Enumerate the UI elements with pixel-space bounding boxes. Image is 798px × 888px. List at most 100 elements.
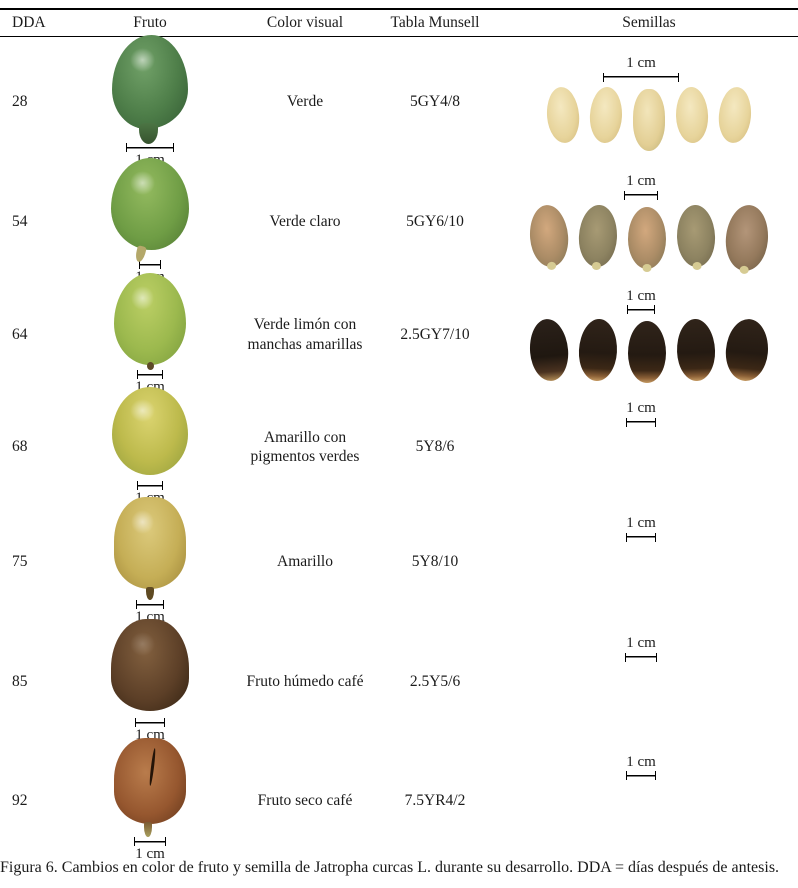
seed: [725, 545, 768, 610]
seeds-cell: 1 cm: [500, 754, 798, 847]
seeds-photo: [527, 317, 771, 384]
scale-bar: [139, 259, 161, 269]
seed: [678, 784, 718, 847]
seed: [579, 431, 620, 495]
seeds-photo: [532, 547, 766, 609]
munsell-cell: 7.5YR4/2: [404, 791, 466, 809]
seed-scale: 1 cm: [624, 173, 658, 200]
seed: [588, 85, 624, 144]
scale-bar: [626, 305, 655, 315]
caption-suffix: L. durante su desarrollo. DDA = días des…: [413, 859, 780, 876]
fruit-cell: 1 cm: [60, 157, 240, 286]
table-header-row: DDA Fruto Color visual Tabla Munsell Sem…: [0, 10, 798, 37]
scale-bar: [126, 142, 174, 152]
scale-bar: [135, 718, 165, 728]
table-row: 92 1 cm Fruto seco café 7.5YR4/2 1 cm: [0, 737, 798, 862]
seeds-photo: [532, 785, 766, 847]
seeds-cell: 1 cm: [500, 635, 798, 728]
scale-bar-label: 1 cm: [135, 845, 165, 862]
color-visual-cell: Verde claro: [240, 212, 370, 231]
dda-value: 75: [12, 553, 28, 570]
seed-scale: 1 cm: [626, 753, 656, 781]
seeds-cell: 1 cm: [500, 515, 798, 608]
scale-bar: [624, 190, 658, 200]
munsell-cell: 5Y8/6: [415, 438, 455, 455]
seed: [579, 784, 620, 848]
header-semillas: Semillas: [622, 14, 676, 31]
seed-scale: 1 cm: [603, 55, 679, 82]
seeds-photo: [532, 432, 766, 494]
color-visual-cell: Amarillo: [240, 552, 370, 571]
color-visual-text: Fruto húmedo café: [246, 673, 364, 691]
seed: [628, 321, 666, 384]
figure-caption: Figura 6. Cambios en color de fruto y se…: [0, 859, 798, 877]
munsell-cell: 5Y8/10: [411, 553, 459, 570]
scale-bar: [625, 652, 657, 662]
color-visual-cell: Verde: [240, 92, 370, 111]
color-visual-text: Verde limón con manchas amarillas: [247, 316, 363, 353]
seed: [725, 784, 768, 849]
seed: [577, 318, 619, 383]
dda-value: 54: [12, 213, 28, 230]
scale-bar-label: 1 cm: [626, 753, 656, 770]
header-dda: DDA: [12, 14, 46, 31]
seed: [630, 787, 668, 849]
fruit-photo: [114, 737, 186, 837]
color-visual-text: Fruto seco café: [257, 791, 353, 809]
seeds-photo: [544, 85, 754, 151]
seed: [529, 545, 572, 610]
color-visual-text: Amarillo con pigmentos verdes: [250, 428, 360, 465]
scale-bar: [137, 480, 163, 490]
seed: [678, 546, 718, 609]
scale-bar: [626, 532, 656, 542]
seed: [529, 784, 572, 849]
fruit-cell: 1 cm: [60, 272, 240, 396]
seed: [716, 85, 754, 144]
seed: [675, 203, 717, 268]
fruit-cell: 1 cm: [60, 619, 240, 744]
seed: [527, 317, 571, 383]
scale-bar: [136, 600, 164, 610]
color-visual-cell: Verde limón con manchas amarillas: [240, 315, 370, 354]
color-visual-text: Verde: [286, 93, 324, 111]
seed: [723, 317, 771, 383]
dda-value: 28: [12, 93, 28, 110]
seed-scale: 1 cm: [625, 635, 657, 662]
header-tabla-munsell: Tabla Munsell: [390, 14, 480, 31]
scale-bar: [626, 771, 656, 781]
seed: [628, 206, 666, 269]
seeds-photo: [532, 667, 766, 729]
seed: [675, 86, 709, 144]
figure-table: DDA Fruto Color visual Tabla Munsell Sem…: [0, 8, 798, 862]
scale-bar: [626, 417, 656, 427]
table-row: 28 1 cm Verde 5GY4/8 1 cm: [0, 34, 798, 168]
munsell-cell: 5GY6/10: [406, 213, 464, 230]
dda-value: 92: [12, 791, 28, 809]
seed: [725, 430, 768, 495]
seed: [544, 85, 582, 144]
scale-bar-label: 1 cm: [626, 55, 656, 72]
seed-scale: 1 cm: [626, 515, 656, 542]
scale-bar-label: 1 cm: [626, 635, 656, 652]
dda-value: 64: [12, 325, 28, 343]
seed: [633, 88, 665, 151]
table-row: 75 1 cm Amarillo 5Y8/10 1 cm: [0, 497, 798, 625]
fruit-photo: [112, 34, 188, 144]
seed: [723, 202, 771, 273]
seed: [579, 666, 620, 730]
seed: [577, 203, 619, 268]
seed: [630, 669, 668, 731]
scale-bar-label: 1 cm: [626, 515, 656, 532]
color-visual-cell: Fruto húmedo café: [240, 672, 370, 691]
header-color-visual: Color visual: [266, 14, 344, 31]
table-row: 85 1 cm Fruto húmedo café 2.5Y5/6 1 cm: [0, 619, 798, 744]
caption-species: Jatropha curcas: [314, 859, 414, 876]
color-visual-text: Amarillo: [277, 553, 333, 571]
fruit-photo: [111, 157, 189, 250]
scale-bar-label: 1 cm: [626, 287, 656, 304]
seed: [630, 434, 668, 496]
munsell-cell: 5GY4/8: [410, 93, 460, 110]
munsell-cell: 2.5GY7/10: [400, 325, 470, 343]
dda-value: 68: [12, 438, 28, 455]
